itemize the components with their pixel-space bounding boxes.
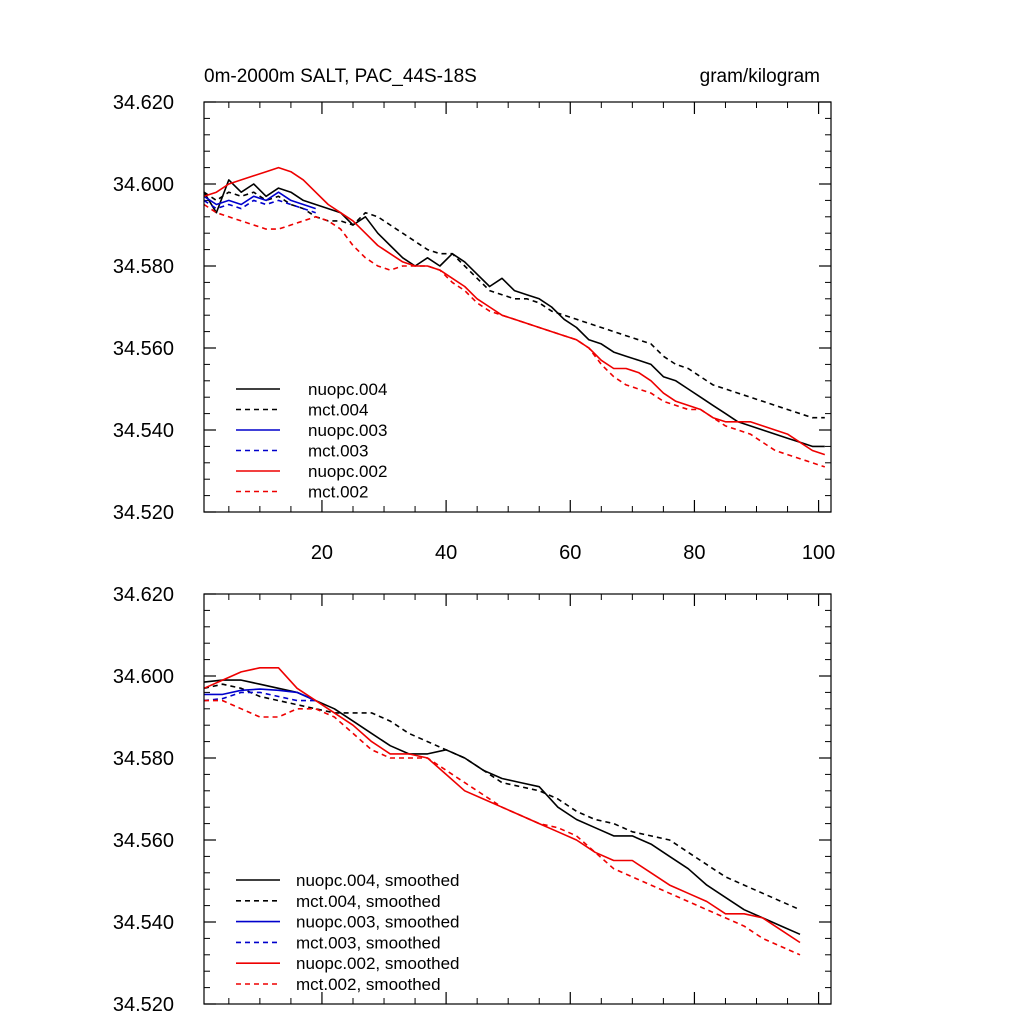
series-line-nuopc-002 <box>203 166 826 456</box>
legend-label: nuopc.004 <box>308 380 387 399</box>
y-tick-label: 34.560 <box>113 338 174 360</box>
legend-bottom: nuopc.004, smoothed mct.004, smoothed nuop… <box>236 871 460 994</box>
y-tick-label: 34.620 <box>113 92 174 114</box>
legend-label: nuopc.002, smoothed <box>296 954 460 973</box>
series-lines-top <box>203 166 826 468</box>
chart-title-right: gram/kilogram <box>700 66 820 87</box>
legend-label: nuopc.004, smoothed <box>296 871 460 890</box>
x-tick-label: 80 <box>683 542 705 564</box>
plot-frame-bottom <box>203 593 832 1005</box>
legend-label: mct.003, smoothed <box>296 933 441 952</box>
y-tick-label: 34.520 <box>113 994 174 1016</box>
x-tick-label: 60 <box>559 542 581 564</box>
y-tick-label: 34.620 <box>113 584 174 606</box>
legend-label: nuopc.003, smoothed <box>296 913 460 932</box>
x-tick-label: 20 <box>311 542 333 564</box>
series-lines-bottom <box>203 666 801 956</box>
legend-label: nuopc.003 <box>308 421 387 440</box>
y-tick-label: 34.580 <box>113 748 174 770</box>
series-line-mct-002-smoothed <box>204 699 801 956</box>
series-line-mct-003 <box>203 199 316 214</box>
legend-label: mct.004 <box>308 401 368 420</box>
y-tick-label: 34.520 <box>113 502 174 524</box>
y-tick-label: 34.540 <box>113 420 174 442</box>
chart-panel-top: 0m-2000m SALT, PAC_44S-18S gram/kilogram… <box>113 66 835 564</box>
y-tick-label: 34.580 <box>113 256 174 278</box>
axes-ticks-top: 34.520 34.540 34.560 34.580 34.600 34.620 20 40… <box>113 92 835 564</box>
legend-label: mct.002, smoothed <box>296 975 441 994</box>
chart-panel-bottom: 34.520 34.540 34.560 34.580 34.600 34.620 nuo… <box>113 584 832 1016</box>
axes-ticks-bottom: 34.520 34.540 34.560 34.580 34.600 34.620 <box>113 584 831 1016</box>
legend-label: mct.004, smoothed <box>296 892 441 911</box>
y-tick-label: 34.600 <box>113 666 174 688</box>
y-tick-label: 34.560 <box>113 830 174 852</box>
plot-frame-top <box>203 101 832 513</box>
chart-title-left: 0m-2000m SALT, PAC_44S-18S <box>204 66 477 87</box>
series-line-mct-003-smoothed <box>203 691 316 702</box>
series-line-mct-004 <box>203 191 825 419</box>
y-tick-label: 34.540 <box>113 912 174 934</box>
series-line-mct-002 <box>203 203 826 468</box>
series-line-nuopc-003 <box>203 191 316 210</box>
y-tick-label: 34.600 <box>113 174 174 196</box>
x-tick-label: 40 <box>435 542 457 564</box>
legend-label: mct.002 <box>308 483 368 502</box>
series-line-mct-004-smoothed <box>203 683 801 911</box>
series-line-nuopc-002-smoothed <box>203 666 801 944</box>
legend-label: mct.003 <box>308 442 368 461</box>
series-line-nuopc-003-smoothed <box>204 688 317 702</box>
series-line-nuopc-004 <box>203 179 825 448</box>
x-tick-label: 100 <box>802 542 835 564</box>
legend-label: nuopc.002 <box>308 462 387 481</box>
